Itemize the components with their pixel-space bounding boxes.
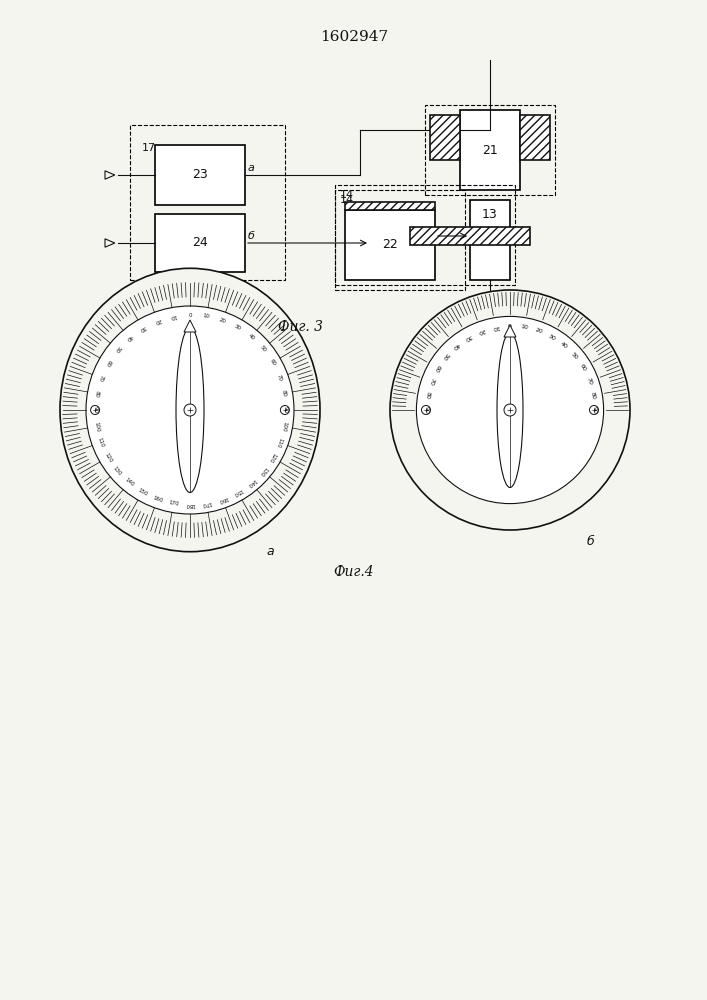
Text: 160: 160 bbox=[152, 495, 163, 503]
Text: 140: 140 bbox=[245, 477, 257, 488]
Text: 10: 10 bbox=[203, 313, 211, 320]
Ellipse shape bbox=[60, 268, 320, 552]
Bar bbox=[410, 227, 530, 245]
Text: 80: 80 bbox=[590, 391, 596, 400]
Ellipse shape bbox=[497, 332, 523, 488]
Circle shape bbox=[416, 316, 604, 504]
Text: 60: 60 bbox=[268, 358, 276, 367]
Text: 60: 60 bbox=[578, 363, 587, 373]
Text: 110: 110 bbox=[275, 437, 284, 448]
Bar bbox=[425, 105, 555, 195]
Text: 100: 100 bbox=[280, 421, 287, 432]
Text: a: a bbox=[248, 163, 255, 173]
Text: 40: 40 bbox=[451, 341, 461, 350]
Bar bbox=[430, 115, 460, 160]
Ellipse shape bbox=[176, 328, 204, 492]
Text: 23: 23 bbox=[192, 168, 208, 182]
Bar bbox=[335, 185, 515, 285]
Text: 60: 60 bbox=[433, 363, 441, 373]
Text: 170: 170 bbox=[168, 500, 179, 507]
Text: 10: 10 bbox=[491, 324, 500, 330]
Text: 90: 90 bbox=[282, 406, 288, 414]
Bar bbox=[345, 210, 435, 280]
Text: 110: 110 bbox=[97, 437, 105, 448]
Text: 150: 150 bbox=[232, 487, 243, 497]
Text: 70: 70 bbox=[98, 373, 105, 382]
Text: 24: 24 bbox=[192, 236, 208, 249]
Polygon shape bbox=[184, 320, 196, 332]
Bar bbox=[520, 115, 550, 160]
Text: Фиг. 3: Фиг. 3 bbox=[278, 320, 322, 334]
Text: 60: 60 bbox=[104, 358, 112, 367]
Text: 100: 100 bbox=[93, 421, 100, 432]
Circle shape bbox=[184, 404, 196, 416]
Text: 0: 0 bbox=[188, 313, 192, 318]
Text: 50: 50 bbox=[570, 351, 579, 361]
Bar bbox=[130, 125, 285, 280]
Bar bbox=[335, 190, 465, 290]
Text: 14: 14 bbox=[340, 190, 354, 200]
Text: 10: 10 bbox=[170, 313, 177, 320]
Text: 10: 10 bbox=[520, 324, 529, 330]
Text: 0: 0 bbox=[508, 324, 512, 328]
Bar bbox=[155, 214, 245, 272]
Polygon shape bbox=[504, 325, 516, 337]
Text: 21: 21 bbox=[482, 143, 498, 156]
Bar bbox=[155, 145, 245, 205]
Text: 90: 90 bbox=[93, 406, 98, 414]
Text: 50: 50 bbox=[113, 345, 122, 353]
Text: 14: 14 bbox=[340, 195, 354, 205]
Text: 40: 40 bbox=[124, 333, 134, 341]
Text: 90: 90 bbox=[423, 406, 428, 414]
Text: 80: 80 bbox=[281, 390, 286, 397]
Text: 40: 40 bbox=[559, 341, 568, 350]
Text: 130: 130 bbox=[112, 465, 122, 477]
Text: 140: 140 bbox=[123, 477, 134, 488]
Text: 20: 20 bbox=[534, 327, 543, 335]
Text: Фиг.4: Фиг.4 bbox=[334, 565, 374, 579]
Text: 20: 20 bbox=[477, 327, 486, 335]
Bar bbox=[460, 110, 520, 190]
Text: 1602947: 1602947 bbox=[320, 30, 388, 44]
Text: 120: 120 bbox=[103, 452, 112, 463]
Circle shape bbox=[86, 306, 294, 514]
Text: 17: 17 bbox=[142, 143, 156, 153]
Text: 80: 80 bbox=[93, 390, 100, 397]
Text: 20: 20 bbox=[153, 317, 162, 324]
Text: 150: 150 bbox=[136, 487, 148, 497]
Text: a: a bbox=[267, 545, 274, 558]
Text: б: б bbox=[586, 535, 594, 548]
Text: 50: 50 bbox=[259, 345, 267, 353]
Text: 70: 70 bbox=[427, 377, 435, 386]
Text: 22: 22 bbox=[382, 238, 398, 251]
Text: 30: 30 bbox=[547, 333, 556, 341]
Text: 160: 160 bbox=[216, 495, 228, 503]
Text: 40: 40 bbox=[247, 333, 255, 341]
Circle shape bbox=[504, 404, 516, 416]
Text: 30: 30 bbox=[463, 333, 473, 341]
Text: 30: 30 bbox=[139, 324, 147, 332]
Text: б: б bbox=[248, 231, 255, 241]
Circle shape bbox=[390, 290, 630, 530]
Text: 30: 30 bbox=[233, 324, 242, 332]
Text: 80: 80 bbox=[424, 391, 431, 400]
Text: 180: 180 bbox=[185, 502, 195, 507]
Text: 120: 120 bbox=[267, 452, 277, 463]
Bar bbox=[470, 200, 510, 280]
Text: 170: 170 bbox=[201, 500, 212, 507]
Text: 20: 20 bbox=[218, 317, 227, 324]
Text: 70: 70 bbox=[276, 373, 283, 382]
Text: 90: 90 bbox=[592, 406, 597, 414]
Text: 13: 13 bbox=[482, 209, 498, 222]
Text: 50: 50 bbox=[441, 351, 450, 361]
Text: 130: 130 bbox=[257, 465, 268, 477]
Bar bbox=[345, 202, 435, 210]
Text: 70: 70 bbox=[585, 377, 592, 386]
